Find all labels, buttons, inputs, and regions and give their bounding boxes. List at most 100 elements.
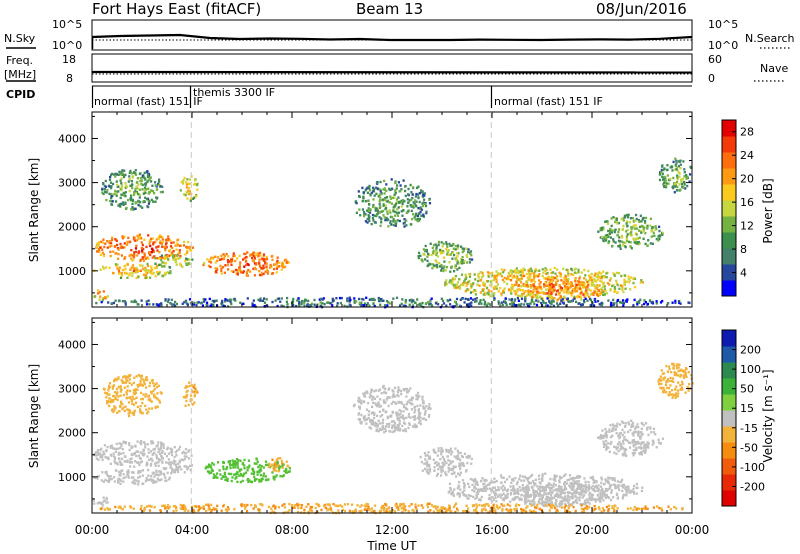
scatter-cell	[421, 469, 424, 472]
scatter-cell	[252, 472, 255, 475]
scatter-cell	[125, 184, 128, 187]
scatter-cell	[562, 491, 565, 494]
scatter-cell	[163, 265, 166, 268]
scatter-cell	[603, 482, 606, 486]
scatter-cell	[521, 483, 524, 487]
scatter-cell	[613, 285, 616, 289]
scatter-cell	[405, 224, 408, 227]
scatter-cell	[618, 245, 622, 248]
scatter-cell	[599, 500, 602, 503]
scatter-cell	[234, 268, 238, 272]
scatter-cell	[362, 214, 366, 218]
scatter-cell	[471, 258, 474, 261]
scatter-cell	[456, 268, 459, 271]
scatter-cell	[519, 273, 522, 277]
freq-tick-bottom: 8	[66, 72, 73, 85]
scatter-cell	[442, 269, 445, 273]
scatter-cell	[440, 241, 443, 244]
scatter-cell	[155, 246, 158, 249]
scatter-cell	[610, 231, 613, 234]
scatter-cell	[115, 265, 118, 268]
scatter-cell	[112, 384, 116, 387]
scatter-cell	[370, 388, 373, 391]
scatter-cell	[383, 192, 386, 195]
scatter-cell	[602, 499, 605, 502]
scatter-cell	[548, 300, 551, 303]
scatter-cell	[639, 281, 642, 284]
scatter-cell	[234, 463, 237, 467]
scatter-cell	[426, 465, 429, 468]
scatter-cell	[527, 269, 530, 272]
scatter-cell	[437, 468, 440, 471]
scatter-cell	[453, 488, 456, 491]
scatter-cell	[394, 181, 397, 184]
scatter-cell	[600, 489, 603, 492]
scatter-cell	[607, 229, 610, 233]
scatter-cell	[429, 299, 432, 302]
scatter-cell	[578, 302, 581, 305]
scatter-cell	[600, 301, 603, 305]
scatter-cell	[471, 478, 474, 481]
scatter-cell	[104, 471, 107, 474]
scatter-cell	[102, 500, 105, 503]
scatter-cell	[127, 236, 130, 240]
scatter-cell	[161, 190, 164, 194]
scatter-cell	[127, 476, 130, 479]
scatter-cell	[262, 272, 265, 276]
scatter-cell	[160, 444, 163, 447]
scatter-cell	[427, 252, 430, 256]
scatter-cell	[371, 213, 375, 217]
scatter-cell	[283, 469, 286, 473]
scatter-cell	[549, 278, 552, 282]
scatter-cell	[146, 462, 149, 466]
scatter-cell	[397, 386, 400, 389]
scatter-cell	[141, 401, 144, 405]
scatter-cell	[679, 302, 682, 305]
scatter-cell	[145, 464, 148, 467]
scatter-cell	[133, 465, 136, 468]
scatter-cell	[466, 255, 469, 259]
scatter-cell	[247, 459, 250, 462]
scatter-cell	[102, 253, 105, 256]
scatter-cell	[598, 499, 601, 502]
scatter-cell	[109, 462, 112, 465]
scatter-cell	[152, 200, 155, 203]
scatter-cell	[445, 461, 448, 465]
scatter-cell	[258, 258, 261, 261]
scatter-cell	[160, 454, 163, 458]
scatter-cell	[185, 181, 188, 184]
scatter-cell	[169, 461, 172, 464]
scatter-cell	[495, 479, 498, 483]
scatter-cell	[425, 405, 428, 408]
scatter-cell	[615, 217, 618, 220]
scatter-cell	[417, 255, 420, 258]
scatter-cell	[209, 261, 213, 264]
scatter-cell	[459, 471, 462, 474]
scatter-cell	[450, 265, 453, 268]
scatter-cell	[572, 273, 575, 277]
scatter-cell	[630, 227, 633, 231]
scatter-cell	[601, 487, 604, 491]
scatter-cell	[164, 298, 167, 301]
scatter-cell	[235, 272, 238, 275]
scatter-cell	[423, 202, 427, 206]
scatter-cell	[156, 477, 159, 480]
scatter-cell	[133, 376, 136, 379]
scatter-cell	[529, 273, 532, 276]
scatter-cell	[646, 226, 649, 229]
scatter-cell	[124, 303, 127, 306]
scatter-cell	[260, 267, 263, 270]
scatter-cell	[552, 478, 555, 481]
scatter-cell	[579, 496, 582, 499]
scatter-cell	[124, 186, 127, 189]
scatter-cell	[445, 266, 449, 269]
scatter-cell	[154, 257, 157, 260]
scatter-cell	[135, 461, 138, 464]
scatter-cell	[280, 268, 283, 271]
scatter-cell	[185, 399, 188, 403]
scatter-cell	[106, 188, 109, 192]
scatter-cell	[684, 187, 687, 190]
scatter-cell	[658, 225, 661, 228]
scatter-cell	[616, 233, 619, 237]
